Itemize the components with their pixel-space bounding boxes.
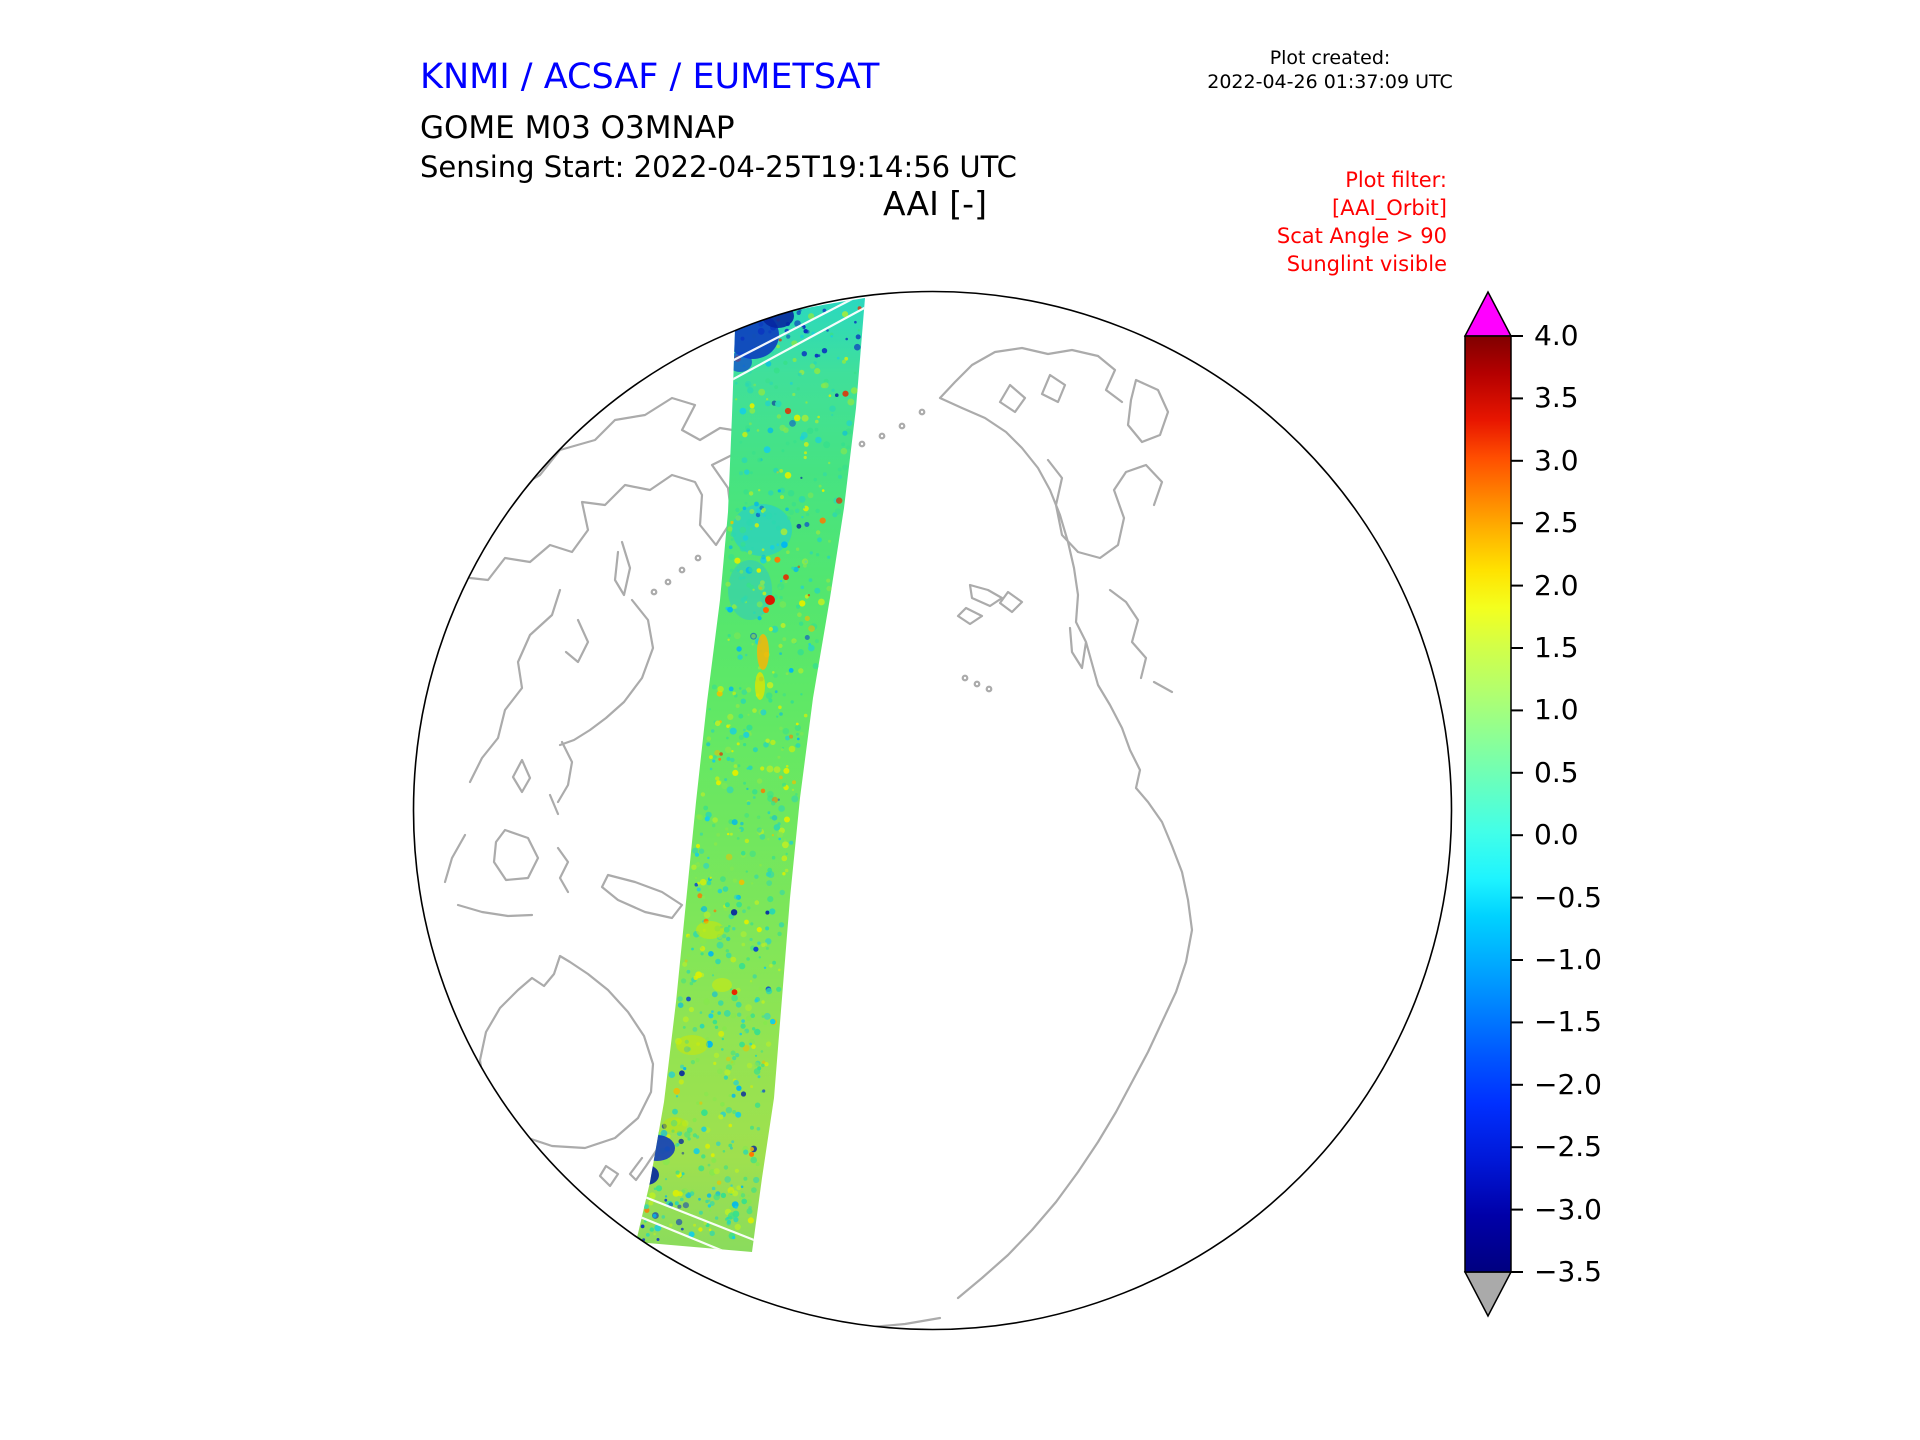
colorbar-tick-label: 0.5 bbox=[1534, 755, 1579, 789]
colorbar-under-arrow bbox=[1463, 1271, 1513, 1318]
swath-anomaly-orange-spot bbox=[763, 607, 769, 613]
plot-title: AAI [-] bbox=[883, 184, 987, 223]
colorbar-tick-label: 2.0 bbox=[1534, 568, 1579, 602]
colorbar-tick-label: 2.5 bbox=[1534, 506, 1579, 540]
swath-yellow-patch bbox=[712, 978, 732, 992]
colorbar-tick-label: −2.5 bbox=[1534, 1130, 1602, 1164]
colorbar-tick-label: −1.5 bbox=[1534, 1005, 1602, 1039]
swath-gap-lines bbox=[636, 298, 865, 1252]
swath-noise bbox=[636, 306, 862, 1242]
colorbar-tick-label: 4.0 bbox=[1534, 319, 1579, 352]
plot-filter-line: Scat Angle > 90 bbox=[1276, 224, 1447, 248]
colorbar-tick-label: −3.0 bbox=[1534, 1192, 1602, 1226]
plot-filter-line: Plot filter: bbox=[1345, 168, 1447, 192]
swath-cyan-patch bbox=[732, 504, 792, 556]
colorbar-tick-label: −2.0 bbox=[1534, 1067, 1602, 1101]
globe-boundary bbox=[412, 290, 1453, 1331]
colorbar-tick-label: −0.5 bbox=[1534, 880, 1602, 914]
colorbar-ticks bbox=[1511, 335, 1523, 1273]
globe-map bbox=[412, 290, 1453, 1331]
colorbar-tick-label: 3.5 bbox=[1534, 381, 1579, 415]
created-timestamp: 2022-04-26 01:37:09 UTC bbox=[1207, 71, 1453, 93]
colorbar-gradient bbox=[1464, 335, 1512, 1273]
colorbar-tick-label: 1.5 bbox=[1534, 631, 1579, 664]
created-label: Plot created: bbox=[1269, 47, 1391, 69]
plot-filter-line: [AAI_Orbit] bbox=[1332, 196, 1447, 220]
swath-orange-streak bbox=[757, 634, 769, 670]
colorbar-tick-label: 0.0 bbox=[1534, 818, 1579, 852]
sensing-start: Sensing Start: 2022-04-25T19:14:56 UTC bbox=[420, 150, 1017, 184]
plot-filter-line: Sunglint visible bbox=[1286, 252, 1447, 276]
agency-title: KNMI / ACSAF / EUMETSAT bbox=[420, 57, 880, 97]
swath-fill bbox=[636, 298, 865, 1252]
colorbar-over-arrow bbox=[1463, 290, 1513, 337]
coastline-arctic bbox=[998, 354, 1170, 444]
coastline-americas bbox=[938, 346, 1194, 1300]
colorbar-tick-label: −1.0 bbox=[1534, 943, 1602, 976]
swath-anomaly-red-spot bbox=[765, 595, 775, 605]
swath-yellow-patch bbox=[696, 921, 724, 939]
swath-yellow-patch bbox=[676, 1035, 708, 1055]
colorbar-tick-label: 1.0 bbox=[1534, 693, 1579, 727]
colorbar-tick-label: 3.0 bbox=[1534, 443, 1579, 477]
swath-yellow-streak bbox=[755, 672, 765, 700]
colorbar bbox=[1463, 290, 1523, 1318]
product-title: GOME M03 O3MNAP bbox=[420, 110, 735, 146]
plot-filter-note: Plot filter: [AAI_Orbit] Scat Angle > 90… bbox=[1100, 166, 1447, 278]
swath-yellow-patch bbox=[663, 1117, 687, 1133]
swath-dark-blue-north bbox=[762, 304, 794, 328]
colorbar-tick-label: −3.5 bbox=[1534, 1255, 1602, 1288]
